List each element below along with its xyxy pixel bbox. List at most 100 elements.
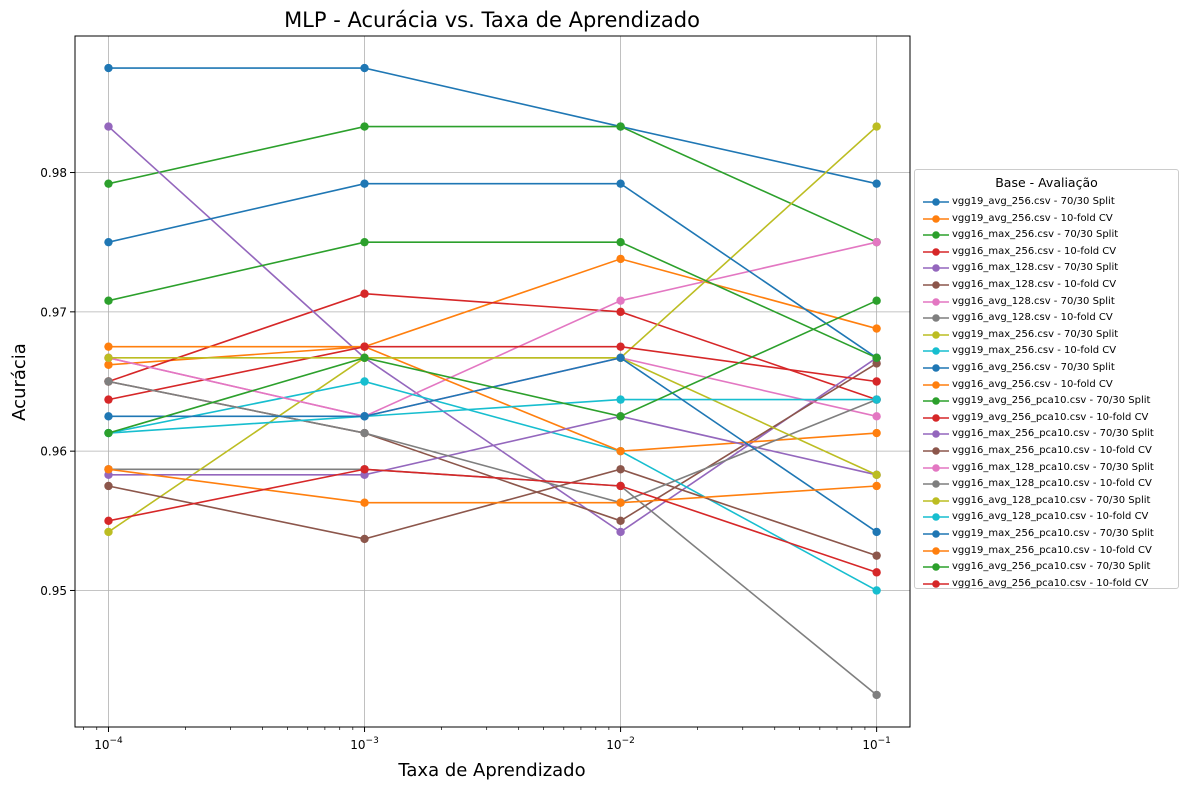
- legend-item: vgg16_avg_256_pca10.csv - 70/30 Split: [915, 559, 1178, 575]
- data-point: [616, 527, 625, 537]
- data-point: [104, 179, 113, 188]
- series-group: [104, 237, 881, 363]
- data-point: [872, 296, 881, 305]
- legend-swatch-marker: [932, 281, 940, 289]
- legend-label: vgg16_max_256.csv - 10-fold CV: [952, 245, 1117, 257]
- legend-item: vgg16_avg_256.csv - 70/30 Split: [915, 360, 1178, 376]
- series-line: [108, 299, 877, 434]
- data-point: [360, 63, 369, 73]
- legend-item: vgg19_max_256.csv - 70/30 Split: [915, 327, 1178, 343]
- legend-swatch-marker: [932, 563, 940, 571]
- series-line: [108, 398, 877, 434]
- legend-item: vgg16_avg_256_pca10.csv - 10-fold CV: [915, 576, 1178, 592]
- legend-item: vgg16_avg_128_pca10.csv - 70/30 Split: [915, 493, 1178, 509]
- legend-label: vgg19_max_256_pca10.csv - 70/30 Split: [952, 528, 1154, 539]
- x-tick-label: 10−1: [862, 736, 891, 752]
- series-line: [108, 125, 877, 243]
- series-line: [108, 380, 878, 592]
- grid-lines: [75, 36, 910, 727]
- legend-label: vgg19_avg_256_pca10.csv - 70/30 Split: [952, 395, 1151, 407]
- data-point: [872, 412, 881, 421]
- legend-item: vgg19_avg_256.csv - 70/30 Split: [915, 194, 1178, 210]
- data-point: [104, 428, 113, 438]
- series-group: [104, 377, 881, 595]
- series-group: [104, 465, 881, 560]
- legend-item: vgg16_max_128.csv - 70/30 Split: [915, 260, 1178, 276]
- data-point: [616, 481, 625, 491]
- data-point: [104, 395, 113, 404]
- y-axis-label: Acurácia: [9, 343, 30, 421]
- data-point: [872, 470, 881, 480]
- series-line: [108, 182, 878, 359]
- plot-frame: [74, 35, 911, 728]
- legend-label: vgg19_avg_256_pca10.csv - 10-fold CV: [952, 411, 1149, 423]
- data-point: [104, 360, 113, 369]
- legend-swatch: [923, 297, 949, 306]
- x-tick-label: 10−3: [350, 736, 379, 752]
- series-group: [104, 465, 881, 507]
- legend-label: vgg16_max_256_pca10.csv - 10-fold CV: [952, 445, 1152, 456]
- data-point: [872, 237, 881, 247]
- series-line: [108, 380, 877, 504]
- data-point: [104, 353, 113, 363]
- legend-swatch-marker: [932, 579, 940, 588]
- legend-item: vgg19_avg_256_pca10.csv - 70/30 Split: [915, 393, 1178, 409]
- legend-item: vgg16_max_128_pca10.csv - 10-fold CV: [915, 476, 1178, 492]
- legend-swatch: [923, 380, 949, 389]
- legend-swatch-marker: [932, 380, 940, 389]
- data-point: [360, 353, 369, 363]
- data-point: [616, 254, 625, 264]
- legend-item: vgg19_max_256_pca10.csv - 70/30 Split: [915, 526, 1178, 542]
- series-line: [108, 292, 877, 401]
- legend-swatch: [923, 231, 949, 239]
- series-line: [108, 468, 877, 557]
- legend-swatch: [923, 579, 949, 588]
- data-point: [360, 122, 369, 131]
- data-point: [616, 296, 625, 305]
- legend-swatch-marker: [932, 546, 940, 555]
- legend-swatch-marker: [932, 297, 940, 306]
- legend-swatch-marker: [932, 214, 940, 223]
- data-point: [872, 568, 881, 577]
- legend-item: vgg19_max_256_pca10.csv - 10-fold CV: [915, 543, 1178, 559]
- data-point: [104, 527, 113, 537]
- legend-swatch-marker: [932, 463, 940, 472]
- data-point: [616, 122, 625, 131]
- legend-item: vgg16_max_256_pca10.csv - 70/30 Split: [915, 426, 1178, 442]
- data-point: [360, 179, 369, 188]
- series-group: [104, 465, 881, 700]
- legend-swatch-marker: [932, 530, 940, 538]
- x-tick-label: 10−2: [606, 736, 635, 752]
- y-tick-label: 0.98: [40, 166, 67, 180]
- legend-swatch: [923, 463, 949, 472]
- data-point: [104, 122, 113, 131]
- data-point: [872, 179, 881, 188]
- legend-label: vgg19_avg_256.csv - 10-fold CV: [952, 212, 1113, 224]
- data-point: [104, 237, 113, 247]
- data-point: [360, 465, 369, 474]
- legend-label: vgg19_max_256_pca10.csv - 10-fold CV: [952, 544, 1152, 556]
- legend-item: vgg16_avg_128_pca10.csv - 10-fold CV: [915, 509, 1178, 525]
- legend-item: vgg16_avg_128.csv - 70/30 Split: [915, 294, 1178, 310]
- legend-swatch: [923, 430, 949, 439]
- data-point: [104, 377, 113, 386]
- legend-label: vgg16_avg_128.csv - 10-fold CV: [952, 312, 1113, 324]
- legend-swatch-marker: [932, 364, 940, 372]
- legend-item: vgg16_max_256.csv - 70/30 Split: [915, 227, 1178, 243]
- legend-label: vgg16_max_256_pca10.csv - 70/30 Split: [952, 428, 1154, 440]
- legend-swatch: [923, 563, 949, 571]
- data-point: [616, 307, 625, 317]
- axis-ticks: 10−4 10−3 10−2 10−1 0.95 0.96 0.97 0.98: [40, 166, 891, 752]
- data-point: [616, 465, 625, 474]
- legend-swatch-marker: [932, 397, 940, 405]
- series-line: [108, 468, 877, 574]
- x-axis-label: Taxa de Aprendizado: [397, 760, 585, 781]
- legend-swatch: [923, 314, 949, 322]
- data-point: [872, 586, 881, 595]
- data-point: [104, 412, 113, 421]
- legend-swatch: [923, 447, 949, 455]
- legend-item: vgg16_avg_128.csv - 10-fold CV: [915, 310, 1178, 326]
- chart-title: MLP - Acurácia vs. Taxa de Aprendizado: [284, 8, 700, 32]
